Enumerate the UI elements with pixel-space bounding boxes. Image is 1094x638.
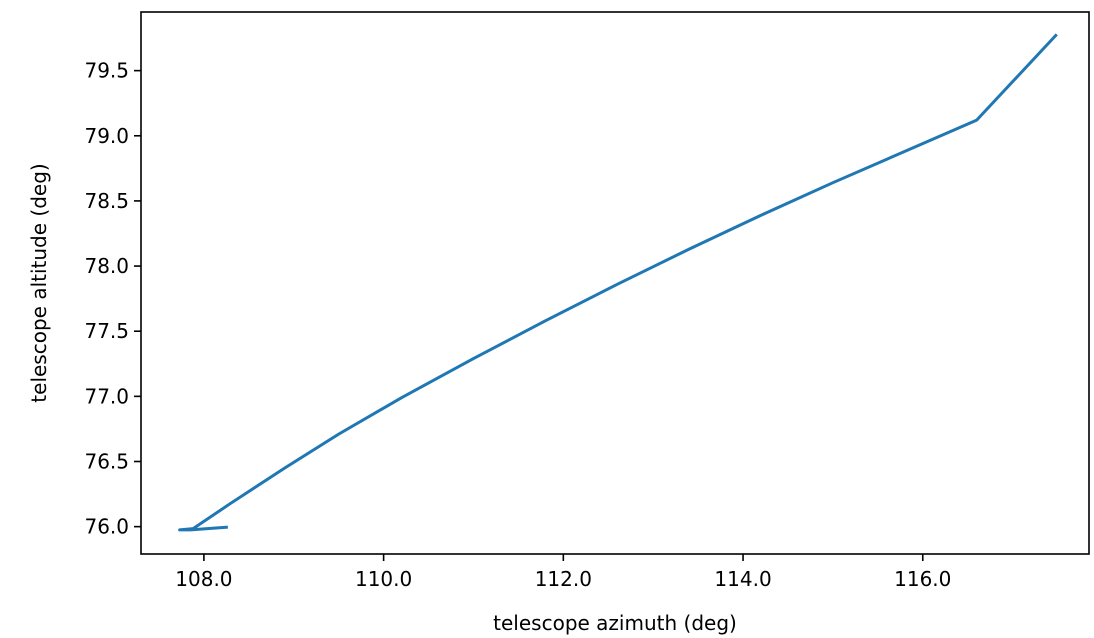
y-axis-label: telescope altitude (deg) <box>27 163 51 402</box>
y-tick-label: 76.0 <box>84 515 129 539</box>
y-tick-label: 77.0 <box>84 384 129 408</box>
y-tick-label: 79.5 <box>84 59 129 83</box>
y-tick-label: 78.5 <box>84 189 129 213</box>
y-axis-ticks: 76.0 76.5 77.0 77.5 78.0 78.5 79.0 79.5 <box>84 59 141 539</box>
x-axis-label: telescope azimuth (deg) <box>493 611 737 635</box>
x-axis-ticks: 108.0 110.0 112.0 114.0 116.0 <box>175 554 951 591</box>
plot-area <box>178 33 1058 532</box>
y-tick-label: 79.0 <box>84 124 129 148</box>
x-tick-label: 108.0 <box>175 567 232 591</box>
series-line-1 <box>178 33 1058 532</box>
x-tick-label: 110.0 <box>355 567 412 591</box>
x-tick-label: 116.0 <box>894 567 951 591</box>
x-tick-label: 114.0 <box>714 567 771 591</box>
y-tick-label: 77.5 <box>84 319 129 343</box>
y-tick-label: 78.0 <box>84 254 129 278</box>
axes-frame <box>140 11 1090 555</box>
x-tick-label: 112.0 <box>535 567 592 591</box>
y-tick-label: 76.5 <box>84 449 129 473</box>
